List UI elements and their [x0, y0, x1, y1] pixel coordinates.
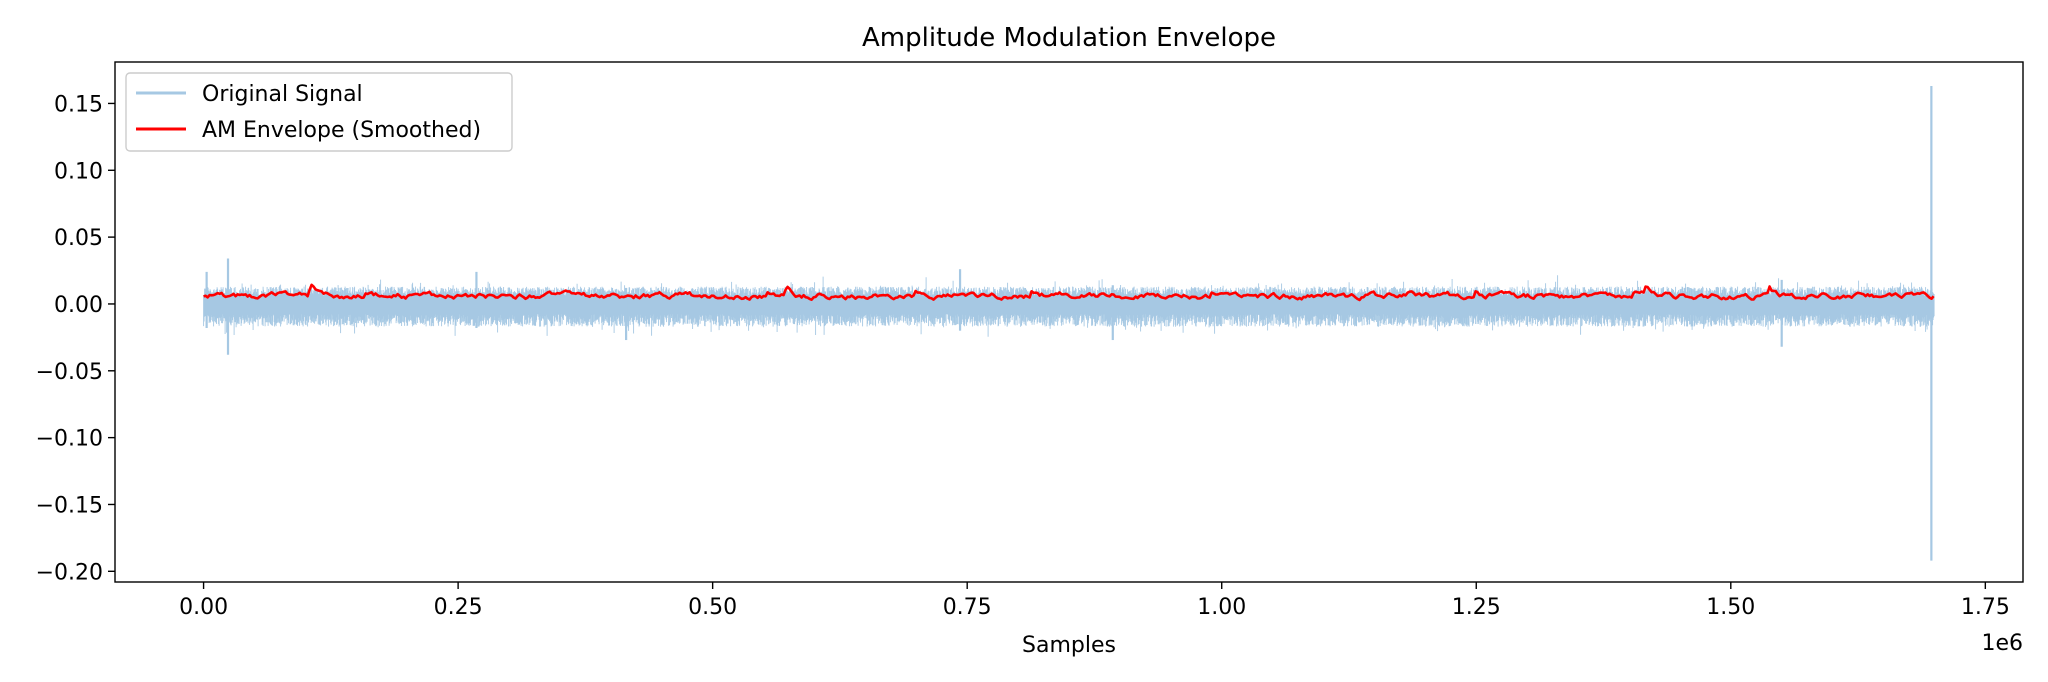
chart-title: Amplitude Modulation Envelope — [862, 23, 1276, 53]
x-tick-label: 1.00 — [1197, 595, 1246, 620]
x-axis: 0.00 0.25 0.50 0.75 1.00 1.25 1.50 1.75 — [179, 582, 2010, 620]
x-axis-label: Samples — [1022, 633, 1116, 658]
x-tick-label: 0.25 — [434, 595, 483, 620]
y-tick-label: −0.05 — [36, 360, 103, 385]
plot-frame — [114, 61, 2024, 583]
am-envelope-series — [203, 283, 1935, 302]
x-tick-label: 1.25 — [1452, 595, 1501, 620]
legend-label-original-signal: Original Signal — [202, 82, 363, 107]
legend-label-am-envelope: AM Envelope (Smoothed) — [202, 118, 481, 143]
am-envelope-line — [203, 283, 1935, 302]
y-tick-label: 0.00 — [54, 293, 103, 318]
original-signal-series — [203, 86, 1935, 561]
original-signal-line — [203, 275, 1935, 337]
x-tick-label: 1.50 — [1706, 595, 1755, 620]
y-tick-label: −0.20 — [36, 560, 103, 585]
y-tick-label: 0.05 — [54, 226, 103, 251]
y-tick-label: 0.10 — [54, 159, 103, 184]
x-axis-offset-label: 1e6 — [1981, 631, 2023, 656]
x-tick-label: 0.00 — [179, 595, 228, 620]
y-tick-label: −0.15 — [36, 493, 103, 518]
x-tick-label: 0.75 — [943, 595, 992, 620]
x-tick-label: 1.75 — [1961, 595, 2010, 620]
x-tick-label: 0.50 — [688, 595, 737, 620]
y-tick-label: −0.10 — [36, 427, 103, 452]
legend: Original Signal AM Envelope (Smoothed) — [125, 72, 513, 152]
legend-box — [125, 72, 513, 152]
y-tick-label: 0.15 — [54, 92, 103, 117]
y-axis: 0.15 0.10 0.05 0.00 −0.05 −0.10 −0.15 −0.20 — [36, 92, 115, 585]
